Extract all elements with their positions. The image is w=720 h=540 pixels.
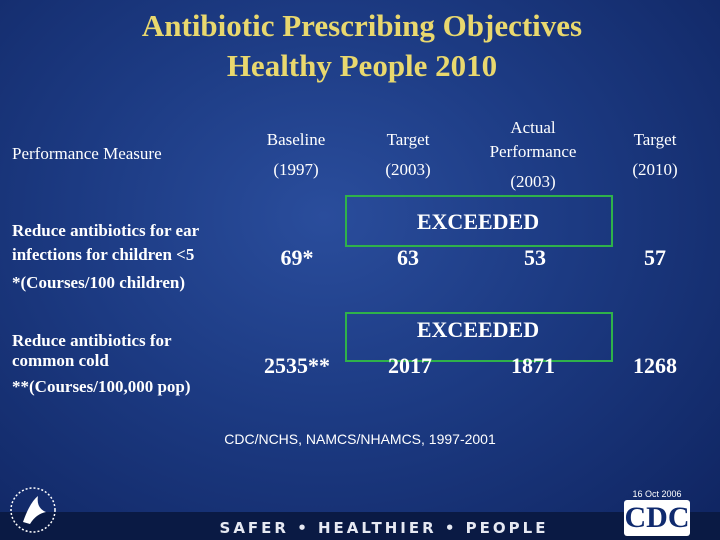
header: (2003) [385,160,431,179]
status: EXCEEDED [416,317,540,342]
header: (1997) [273,160,319,179]
highlight-box [345,195,613,247]
header: (2010) [632,160,678,179]
measure: Reduce antibiotics for [12,331,172,350]
measure: *(Courses/100 children) [12,273,185,292]
measure: infections for children <5 [12,245,195,264]
target-2003: 63 [397,245,419,270]
target-2003: 2017 [388,353,432,378]
cdc-logo: CDC [624,500,690,536]
actual-2003: 53 [524,245,546,270]
title: Antibiotic Prescribing Objectives [141,8,583,43]
footer-bar [0,512,720,540]
measure: **(Courses/100,000 pop) [12,377,191,396]
target-2010: 57 [644,245,666,270]
measure: common cold [12,351,109,370]
target-2010: 1268 [633,353,677,378]
header: (2003) [510,172,556,191]
baseline: 69* [280,245,314,270]
header: Target [386,130,430,149]
status: EXCEEDED [416,209,540,234]
header: Target [633,130,677,149]
header: Performance Measure [12,144,162,163]
baseline: 2535** [264,353,330,378]
header: Performance [489,142,577,161]
header: Actual [510,118,556,137]
header: Baseline [266,130,326,149]
date: 16 Oct 2006 [632,489,682,499]
highlight-box [345,312,613,362]
source: CDC/NCHS, NAMCS/NHAMCS, 1997-2001 [224,431,496,447]
actual-2003: 1871 [511,353,555,378]
title: Healthy People 2010 [226,48,498,83]
slogan: SAFER • HEALTHIER • PEOPLE [219,519,549,537]
hhs-logo [10,487,56,533]
measure: Reduce antibiotics for ear [12,221,200,240]
